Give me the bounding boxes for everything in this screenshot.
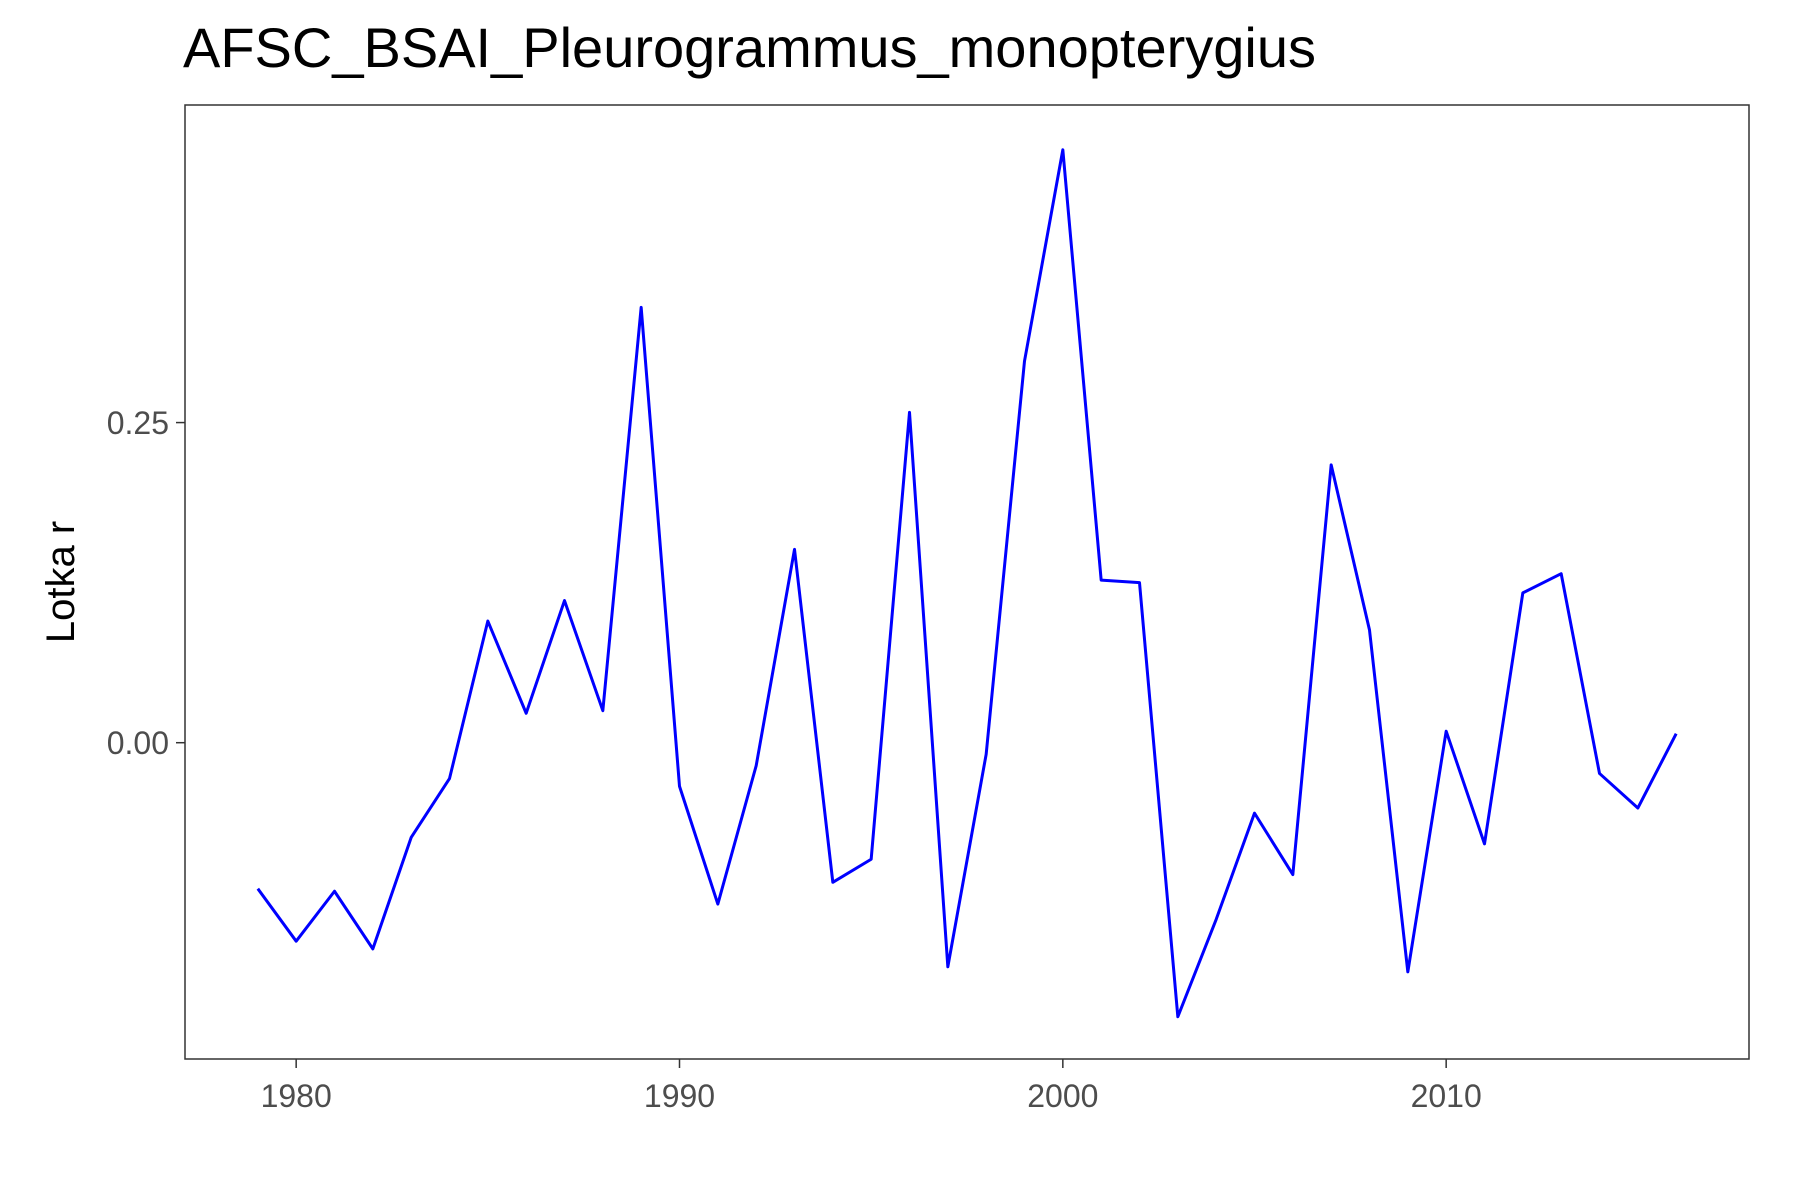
y-tick-label: 0.25: [107, 405, 169, 441]
x-axis: 1980 1990 2000 2010: [261, 1059, 1482, 1114]
chart-title: AFSC_BSAI_Pleurogrammus_monopterygius: [183, 16, 1316, 79]
x-tick-label: 2010: [1411, 1078, 1482, 1114]
y-axis: 0.25 0.00: [107, 405, 185, 761]
x-tick-label: 1990: [644, 1078, 715, 1114]
series-layer: [256, 148, 1678, 1019]
y-tick-label: 0.00: [107, 725, 169, 761]
y-axis-label: Lotka r: [39, 521, 83, 643]
x-tick-label: 2000: [1027, 1078, 1098, 1114]
x-tick-label: 1980: [261, 1078, 332, 1114]
series-line: [256, 148, 1678, 1019]
plot-panel: [184, 104, 1750, 1060]
